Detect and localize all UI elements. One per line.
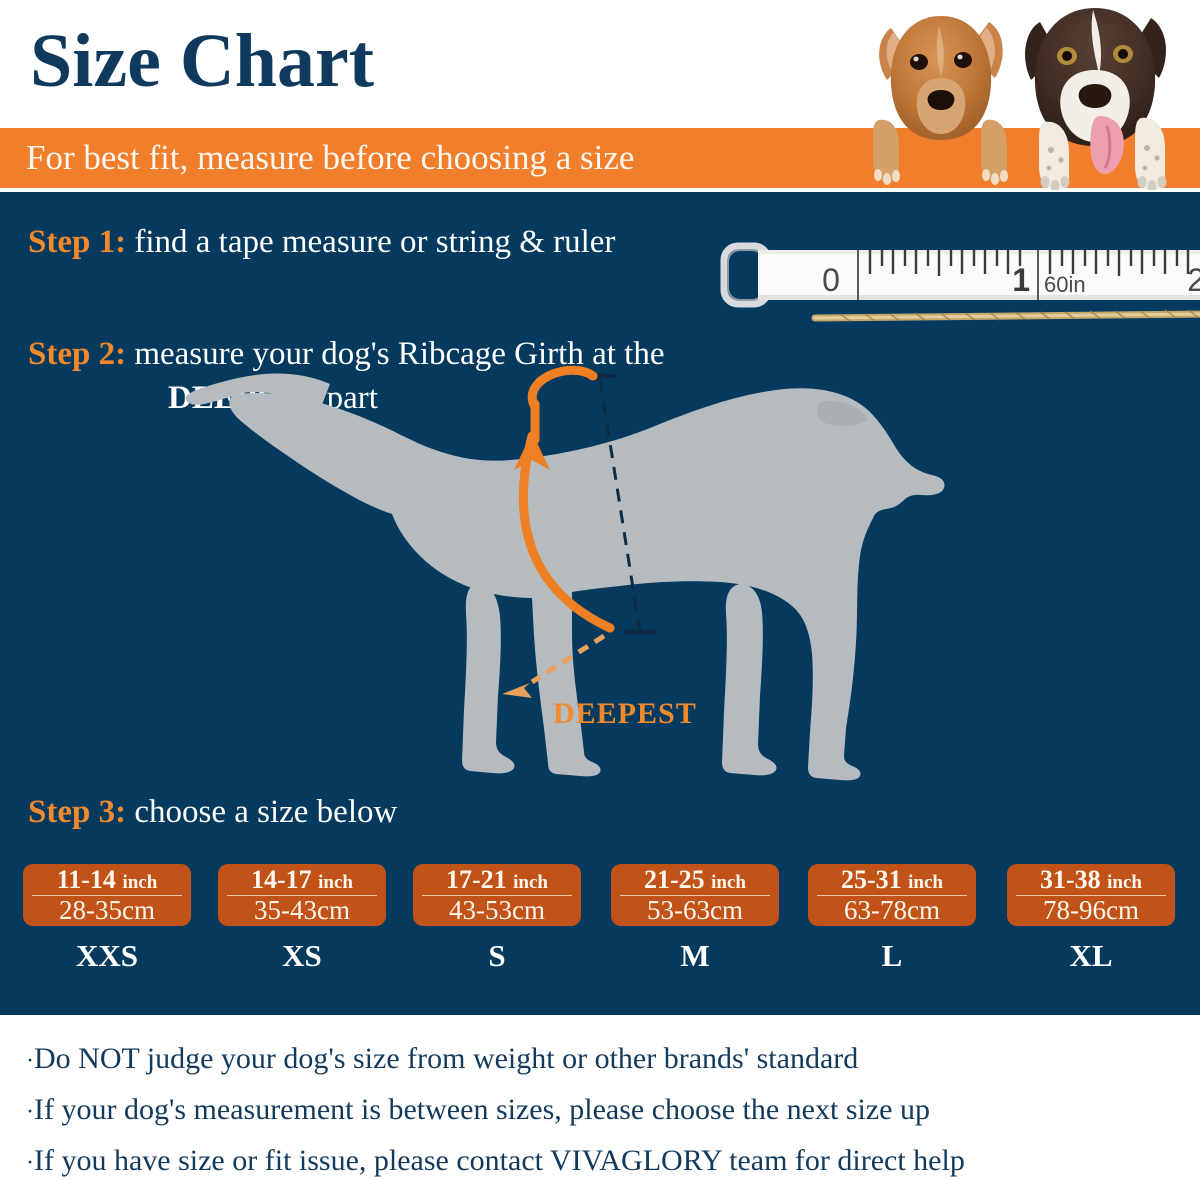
girth-arrowhead [514, 432, 550, 470]
size-divider [1016, 895, 1166, 896]
size-column-xxs[interactable]: 11-14 inch 28-35cm XXS [12, 864, 202, 973]
deepest-arrowhead [502, 683, 532, 698]
size-cm-l: 63-78cm [844, 895, 940, 925]
size-inch-m: 21-25 inch [643, 865, 747, 894]
size-box-l[interactable]: 25-31 inch 63-78cm [808, 864, 976, 926]
girth-arrow [518, 365, 615, 633]
two-dogs-photo [855, 0, 1200, 192]
tape-measure-graphic: 0 1 60in 2 [710, 240, 1200, 328]
bullet-icon: · [26, 1099, 34, 1125]
size-name-xl: XL [1069, 938, 1113, 973]
step-1: Step 1: find a tape measure or string & … [28, 222, 615, 262]
size-name-xs: XS [282, 938, 322, 973]
tape-tick-0: 0 [822, 262, 840, 298]
step-2-label: Step 2: [28, 336, 127, 372]
size-inch-l: 25-31 inch [840, 865, 944, 894]
size-table: 11-14 inch 28-35cm XXS 14-17 inch 35-43c… [0, 864, 1200, 1004]
size-cm-xl: 78-96cm [1043, 895, 1139, 925]
size-column-m[interactable]: 21-25 inch 53-63cm M [600, 864, 790, 973]
size-column-xs[interactable]: 14-17 inch 35-43cm XS [207, 864, 397, 973]
size-name-s: S [488, 938, 506, 973]
size-divider [817, 895, 967, 896]
size-box-m[interactable]: 21-25 inch 53-63cm [611, 864, 779, 926]
note-item: ·Do NOT judge your dog's size from weigh… [26, 1042, 858, 1078]
page-title: Size Chart [30, 19, 375, 103]
size-inch-xs: 14-17 inch [250, 865, 354, 894]
note-text: Do NOT judge your dog's size from weight… [34, 1042, 859, 1075]
size-cm-s: 43-53cm [449, 895, 545, 925]
tape-ticks [868, 250, 1190, 276]
step-1-text: find a tape measure or string & ruler [126, 224, 616, 260]
note-item: ·If your dog's measurement is between si… [26, 1093, 930, 1129]
bullet-icon: · [26, 1048, 34, 1074]
step-3-text: choose a size below [126, 794, 398, 830]
tan-dog [873, 16, 1008, 185]
size-divider [227, 895, 377, 896]
size-column-l[interactable]: 25-31 inch 63-78cm L [797, 864, 987, 973]
size-divider [620, 895, 770, 896]
size-inch-xl: 31-38 inch [1039, 865, 1143, 894]
size-name-m: M [680, 938, 710, 973]
note-item: ·If you have size or fit issue, please c… [26, 1144, 965, 1180]
size-inch-xxs: 11-14 inch [56, 865, 158, 894]
size-name-xxs: XXS [75, 938, 138, 973]
step-3: Step 3: choose a size below [28, 792, 397, 832]
tape-tick-1: 1 [1012, 262, 1030, 298]
note-text: If you have size or fit issue, please co… [34, 1144, 965, 1177]
size-column-xl[interactable]: 31-38 inch 78-96cm XL [996, 864, 1186, 973]
string-rope [811, 309, 1200, 322]
size-box-xxs[interactable]: 11-14 inch 28-35cm [23, 864, 191, 926]
size-column-s[interactable]: 17-21 inch 43-53cm S [402, 864, 592, 973]
size-cm-xxs: 28-35cm [59, 895, 155, 925]
bullet-icon: · [26, 1150, 34, 1176]
size-box-xl[interactable]: 31-38 inch 78-96cm [1007, 864, 1175, 926]
dog-silhouette [185, 373, 945, 781]
pointer-dog [1025, 8, 1167, 192]
notes-section: ·Do NOT judge your dog's size from weigh… [0, 1015, 1200, 1180]
size-cm-m: 53-63cm [647, 895, 743, 925]
step-1-label: Step 1: [28, 224, 127, 260]
note-text: If your dog's measurement is between siz… [34, 1093, 930, 1126]
tape-tick-2: 2 [1187, 262, 1200, 298]
instructions-panel: Step 1: find a tape measure or string & … [0, 192, 1200, 1015]
tape-length-label: 60in [1044, 272, 1086, 297]
deepest-label: DEEPEST [553, 697, 697, 730]
size-divider [32, 895, 182, 896]
size-cm-xs: 35-43cm [254, 895, 350, 925]
dog-measurement-diagram [180, 332, 970, 832]
size-name-l: L [881, 938, 903, 973]
size-divider [422, 895, 572, 896]
step-3-label: Step 3: [28, 794, 127, 830]
deepest-pointer [530, 633, 606, 685]
tagline-text: For best fit, measure before choosing a … [26, 138, 635, 177]
size-inch-s: 17-21 inch [445, 865, 549, 894]
size-box-s[interactable]: 17-21 inch 43-53cm [413, 864, 581, 926]
size-box-xs[interactable]: 14-17 inch 35-43cm [218, 864, 386, 926]
